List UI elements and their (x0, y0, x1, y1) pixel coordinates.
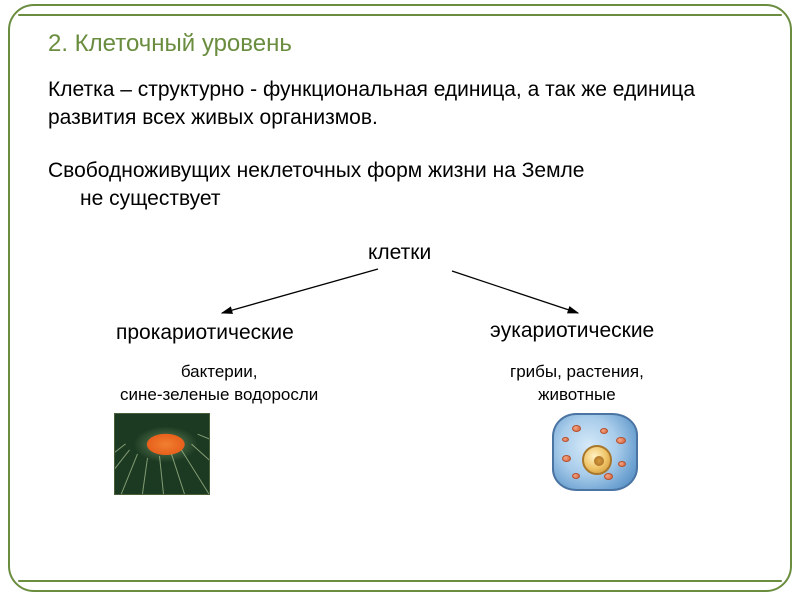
sub-left-line1: бактерии, (181, 362, 258, 381)
sub-left-line2: сине-зеленые водоросли (120, 385, 318, 404)
slide-heading: 2. Клеточный уровень (48, 30, 752, 58)
slide-content: 2. Клеточный уровень Клетка – структурно… (16, 10, 784, 584)
diagram-right-label: эукариотические (490, 319, 654, 343)
definition-text: Клетка – структурно - функциональная еди… (48, 76, 752, 133)
eukaryotic-cell-image (550, 411, 642, 495)
diagram-right-sublabel: грибы, растения, животные (510, 361, 644, 407)
sub-right-line1: грибы, растения, (510, 362, 644, 381)
statement-line2: не существует (48, 185, 752, 213)
diagram-left-label: прокариотические (116, 321, 294, 345)
diagram-left-sublabel: бактерии, сине-зеленые водоросли (120, 361, 318, 407)
cell-diagram: клетки прокариотические эукариотические … (48, 241, 752, 501)
bacterium-image (114, 413, 210, 495)
sub-right-line2: животные (538, 385, 616, 404)
statement-text: Свободноживущих неклеточных форм жизни н… (48, 157, 752, 214)
diagram-root-label: клетки (368, 241, 431, 265)
statement-line1: Свободноживущих неклеточных форм жизни н… (48, 159, 584, 182)
